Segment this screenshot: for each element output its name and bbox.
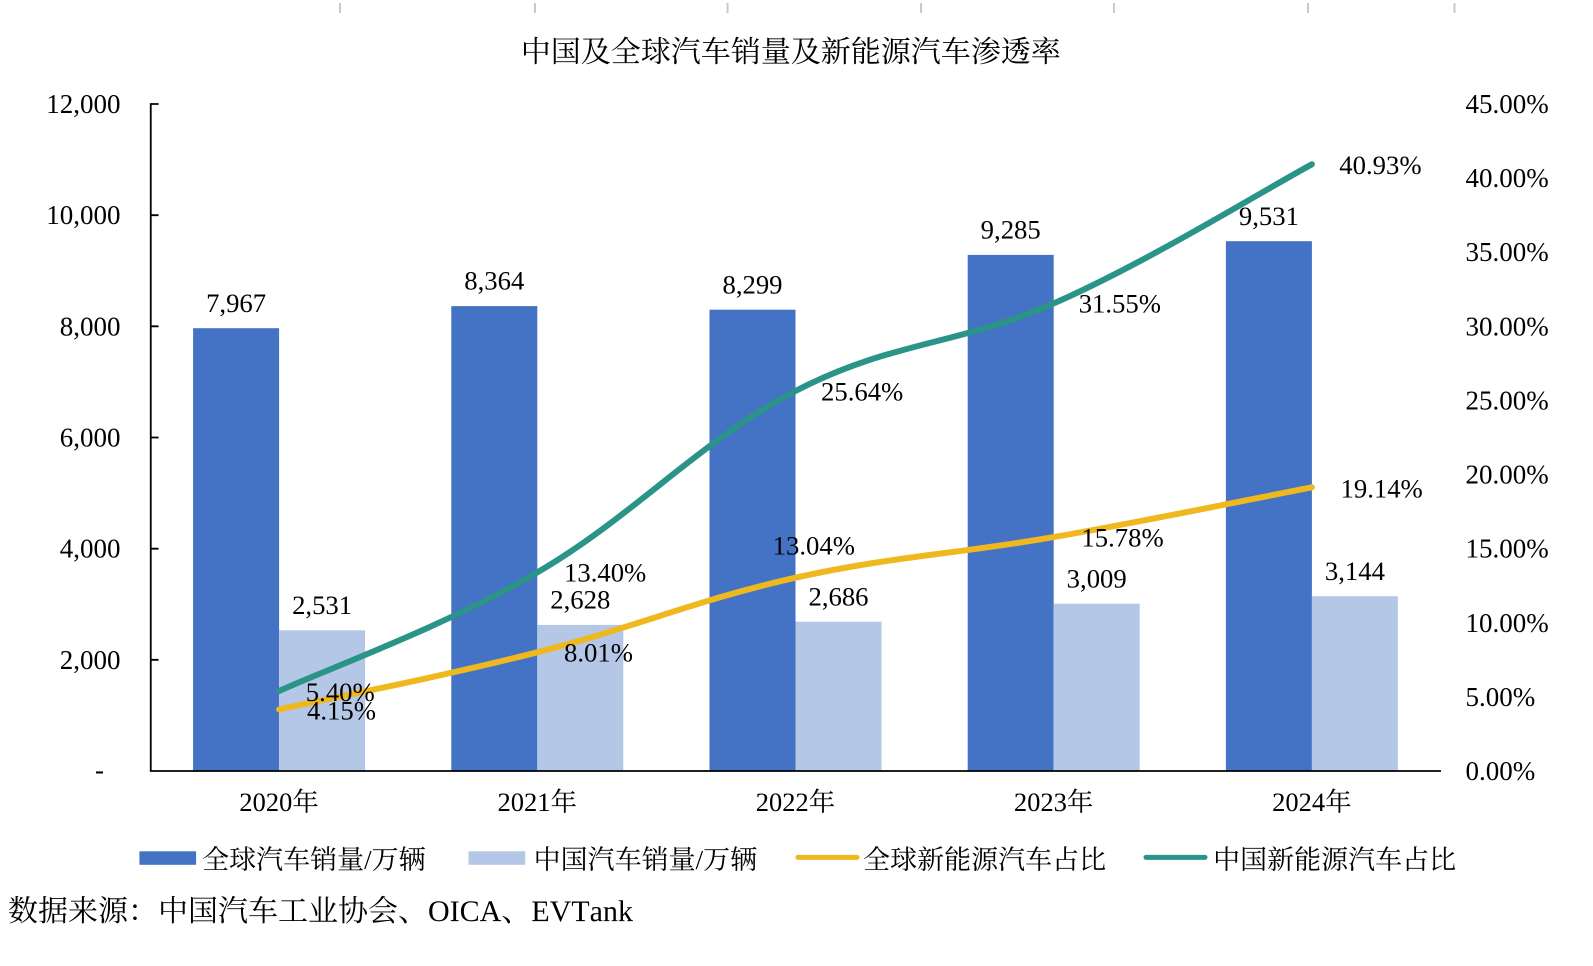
svg-text:3,144: 3,144 [1325,556,1385,586]
svg-text:31.55%: 31.55% [1079,289,1161,319]
svg-text:2,686: 2,686 [808,581,868,611]
svg-text:9,531: 9,531 [1239,201,1299,231]
svg-text:15.00%: 15.00% [1466,534,1549,564]
svg-text:4,000: 4,000 [60,534,121,564]
svg-text:8,299: 8,299 [722,269,782,299]
svg-text:45.00%: 45.00% [1466,89,1549,119]
svg-text:10,000: 10,000 [46,200,120,230]
svg-text:15.78%: 15.78% [1081,523,1163,553]
svg-text:30.00%: 30.00% [1466,311,1549,341]
svg-text:19.14%: 19.14% [1341,474,1423,504]
svg-text:12,000: 12,000 [46,89,120,119]
svg-text:20.00%: 20.00% [1466,460,1549,490]
svg-text:13.40%: 13.40% [564,558,646,588]
svg-text:4.15%: 4.15% [307,696,376,726]
svg-text:5.00%: 5.00% [1466,682,1536,712]
svg-text:10.00%: 10.00% [1466,608,1549,638]
svg-text:6,000: 6,000 [60,423,121,453]
svg-text:25.00%: 25.00% [1466,385,1549,415]
svg-text:35.00%: 35.00% [1466,237,1549,267]
svg-text:8,364: 8,364 [464,266,524,296]
svg-text:-: - [95,755,104,785]
svg-text:9,285: 9,285 [981,215,1041,245]
svg-text:8,000: 8,000 [60,311,121,341]
svg-text:7,967: 7,967 [206,288,266,318]
svg-text:8.01%: 8.01% [564,638,633,668]
svg-text:40.00%: 40.00% [1466,163,1549,193]
svg-text:3,009: 3,009 [1067,563,1127,593]
svg-text:2,000: 2,000 [60,645,121,675]
svg-text:0.00%: 0.00% [1466,756,1536,786]
svg-text:25.64%: 25.64% [821,377,903,407]
svg-text:2,628: 2,628 [550,585,610,615]
svg-text:2,531: 2,531 [292,590,352,620]
svg-text:13.04%: 13.04% [773,531,855,561]
svg-text:5.40%: 5.40% [306,677,375,707]
svg-text:40.93%: 40.93% [1339,150,1421,180]
